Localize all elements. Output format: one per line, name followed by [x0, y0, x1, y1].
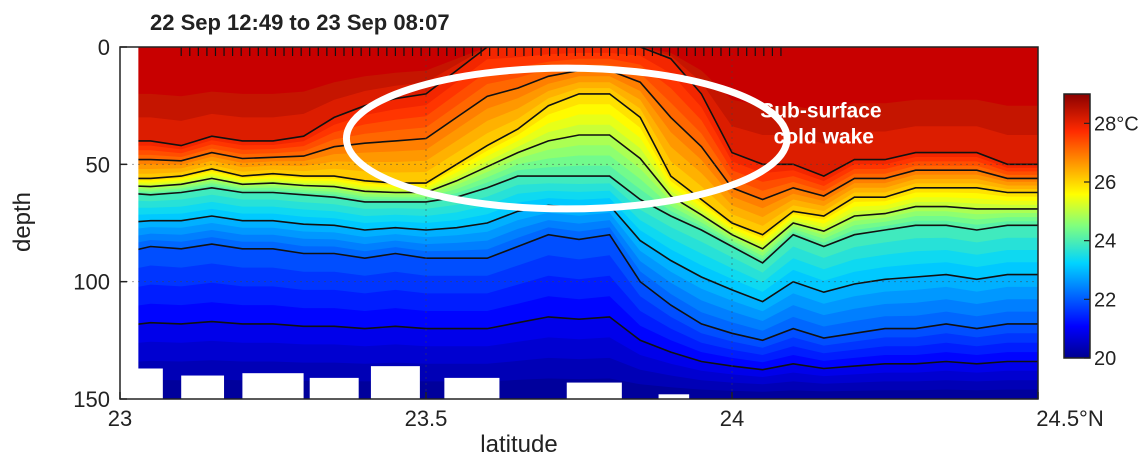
colorbar	[1063, 93, 1091, 359]
isotherm-line	[120, 233, 1038, 342]
y-tick-label: 50	[86, 152, 110, 177]
y-tick-label: 0	[98, 35, 110, 60]
annotation-line-1: Sub-surface	[760, 99, 881, 122]
x-axis-label: latitude	[480, 431, 557, 458]
data-gap	[444, 377, 500, 399]
data-gap	[120, 368, 163, 399]
chart-title: 22 Sep 12:49 to 23 Sep 08:07	[150, 10, 450, 35]
x-axis: 23 23.5 24 24.5°N	[108, 392, 1104, 431]
plot-area	[120, 47, 1038, 399]
annotation-line-2: cold wake	[774, 125, 874, 148]
data-gap	[181, 375, 225, 399]
data-gap	[120, 47, 139, 399]
y-tick-label: 100	[73, 270, 110, 295]
data-gap	[566, 382, 622, 399]
plot-frame	[119, 46, 1039, 400]
colorbar-tick-label: 20	[1094, 348, 1116, 370]
colorbar-tick-label: 22	[1094, 289, 1116, 311]
isotherm-line	[120, 47, 1038, 177]
x-tick-label: 23	[108, 406, 132, 431]
colorbar-tick-label: 28°C	[1094, 113, 1139, 135]
isotherm-line	[120, 175, 1038, 264]
isotherm-line	[120, 93, 1038, 236]
cold-wake-ellipse	[342, 64, 791, 213]
data-gap	[242, 373, 304, 399]
y-axis: 0 50 100 150	[73, 35, 127, 412]
cold-wake-annotation: Sub-surface cold wake	[760, 99, 887, 148]
grid-lines	[120, 47, 1038, 399]
x-tick-label: 23.5	[405, 406, 448, 431]
data-gaps	[120, 47, 690, 399]
isotherm-line	[120, 134, 1038, 250]
y-tick-label: 150	[73, 387, 110, 412]
x-tick-label: 24	[720, 406, 744, 431]
colorbar-tick-label: 24	[1094, 231, 1116, 253]
colorbar-ticks: 20 22 24 26 28°C	[1084, 113, 1139, 370]
data-gap	[370, 366, 420, 399]
x-tick-label: 24.5°N	[1036, 406, 1104, 431]
data-gap	[309, 377, 359, 399]
isotherm-line	[120, 316, 1038, 371]
y-axis-label: depth	[9, 192, 36, 252]
colorbar-tick-label: 26	[1094, 172, 1116, 194]
data-gap	[658, 394, 690, 399]
profile-tick-marks	[180, 47, 782, 56]
